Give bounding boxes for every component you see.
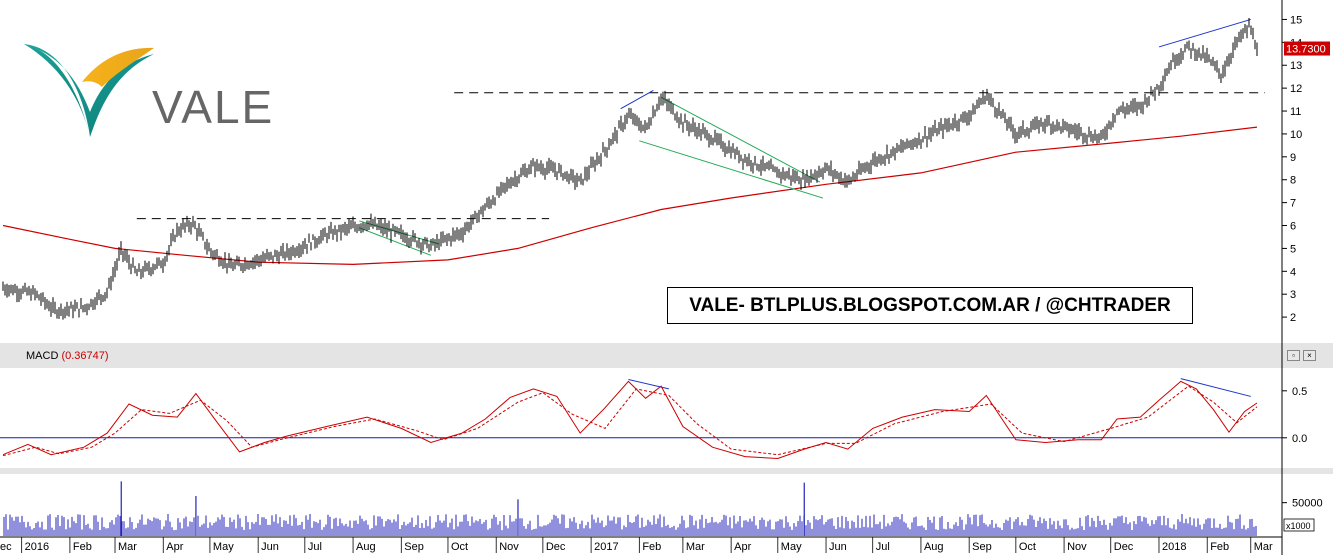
- close-pane-icon[interactable]: ×: [1303, 350, 1316, 361]
- vale-logo: [22, 42, 292, 142]
- macd-ytick-label: 0.5: [1292, 386, 1307, 398]
- x-tick-label: 2018: [1162, 541, 1186, 553]
- x-tick-label: Aug: [356, 541, 376, 553]
- macd-trendline: [1180, 378, 1251, 397]
- volume-unit-label: x1000: [1286, 521, 1311, 531]
- price-ytick-label: 12: [1290, 83, 1302, 95]
- x-tick-label: Feb: [642, 541, 661, 553]
- x-tick-label: May: [213, 541, 234, 553]
- price-pane: 2345678910111213141513.7300: [0, 0, 1330, 342]
- x-tick-label: Apr: [734, 541, 751, 553]
- macd-pane-bg: [0, 369, 1282, 468]
- x-tick-label: Jul: [308, 541, 322, 553]
- price-ytick-label: 13: [1290, 60, 1302, 72]
- price-ytick-label: 2: [1290, 312, 1296, 324]
- macd-line: [2, 380, 1258, 460]
- moving-average-line: [2, 126, 1258, 266]
- price-ytick-label: 10: [1290, 129, 1302, 141]
- macd-label: MACD: [26, 350, 59, 362]
- last-price-box: [1284, 41, 1330, 56]
- price-ytick-label: 9: [1290, 152, 1296, 164]
- x-tick-label: Mar: [686, 541, 705, 553]
- vale-logo-text: VALE: [152, 81, 275, 133]
- price-ytick-label: 5: [1290, 243, 1296, 255]
- macd-pane: 0.0 0.5: [0, 369, 1307, 468]
- x-tick-label: Feb: [1210, 541, 1229, 553]
- vale-logo-mark: [24, 44, 154, 137]
- price-ytick-label: 8: [1290, 175, 1296, 187]
- x-tick-label: Mar: [118, 541, 137, 553]
- watermark-banner: VALE- BTLPLUS.BLOGSPOT.COM.AR / @CHTRADE…: [667, 287, 1193, 324]
- macd-ytick-label: 0.0: [1292, 433, 1307, 445]
- x-tick-label: Jun: [261, 541, 279, 553]
- price-ytick-label: 11: [1290, 106, 1301, 118]
- x-tick-label: Nov: [1067, 541, 1087, 553]
- price-ytick-label: 3: [1290, 289, 1296, 301]
- channel-line: [359, 227, 432, 256]
- x-tick-label: Oct: [1019, 541, 1036, 553]
- x-tick-label: May: [781, 541, 802, 553]
- trendline: [1158, 18, 1251, 48]
- x-tick-label: Sep: [972, 541, 992, 553]
- restore-pane-icon[interactable]: ▫: [1287, 350, 1300, 361]
- pane-separator[interactable]: [0, 343, 1333, 368]
- x-axis: 2016 Feb Mar Apr May Jun Jul Aug Sep Oct Nov Dec 201…: [0, 536, 1282, 553]
- x-tick-label: Aug: [924, 541, 944, 553]
- x-tick-label: Oct: [451, 541, 468, 553]
- trendline: [620, 89, 654, 110]
- price-ytick-label: 7: [1290, 198, 1296, 210]
- macd-signal-line: [2, 385, 1258, 457]
- macd-trendline: [628, 379, 670, 390]
- channel-line: [660, 96, 821, 183]
- macd-value: (0.36747): [61, 350, 109, 362]
- channel-line: [639, 140, 824, 199]
- last-price-label: 13.7300: [1286, 44, 1326, 56]
- x-tick-label: 2016: [25, 541, 49, 553]
- x-tick-label: Sep: [404, 541, 424, 553]
- x-tick-label: 2017: [594, 541, 618, 553]
- x-tick-label: Jul: [876, 541, 890, 553]
- pane-separator[interactable]: [0, 468, 1333, 474]
- price-pane-bg: [0, 0, 1282, 342]
- x-tick-label: Mar: [1254, 541, 1273, 553]
- x-tick-label: Apr: [166, 541, 183, 553]
- x-tick-label: ec: [0, 541, 12, 553]
- x-tick-label: Dec: [546, 541, 566, 553]
- volume-ytick-label: 50000: [1292, 498, 1323, 510]
- x-tick-label: Dec: [1114, 541, 1134, 553]
- price-ytick-label: 15: [1290, 14, 1302, 26]
- x-tick-label: Nov: [499, 541, 519, 553]
- pane-buttons: ▫ ×: [1287, 350, 1316, 361]
- volume-pane: 50000 x1000: [0, 474, 1323, 536]
- volume-unit-box: [1283, 518, 1315, 532]
- price-ytick-label: 6: [1290, 221, 1296, 233]
- price-ytick-label: 4: [1290, 266, 1296, 278]
- x-tick-label: Jun: [829, 541, 847, 553]
- x-tick-label: Feb: [73, 541, 92, 553]
- macd-title: MACD (0.36747): [26, 350, 109, 362]
